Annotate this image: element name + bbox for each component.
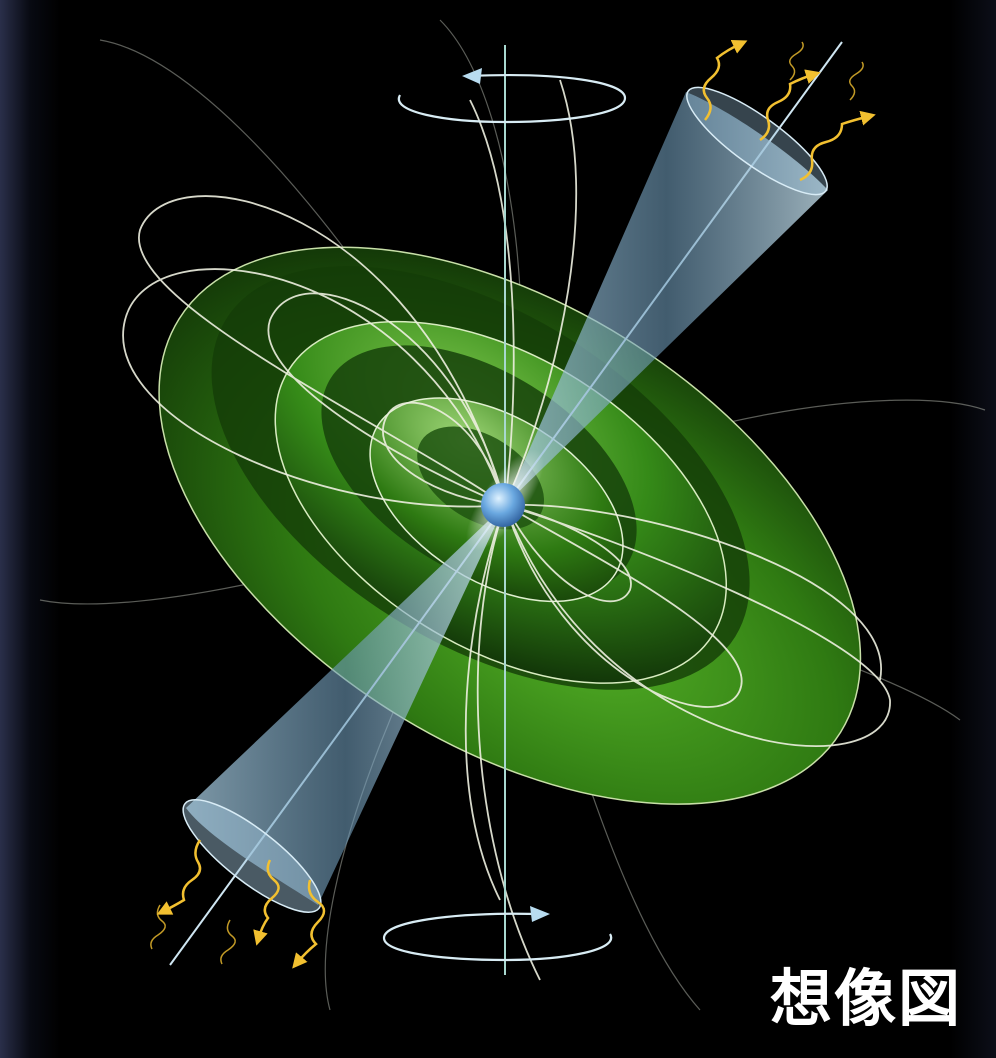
radiation-wave-icon: [789, 41, 804, 81]
field-lines: [122, 79, 891, 981]
rotation-arrow-right-icon: [382, 906, 613, 962]
radiation-upper: [702, 40, 876, 182]
radiation-wave-icon: [150, 904, 166, 950]
radiation-wave-icon: [156, 839, 202, 915]
radiation-wave-icon: [799, 110, 876, 182]
radiation-wave-icon: [849, 61, 864, 101]
rotation-arrow-left-icon: [397, 68, 627, 124]
radiation-wave-icon: [253, 859, 280, 946]
radiation-wave-icon: [702, 40, 748, 121]
caption-label: 想像図: [769, 962, 962, 1035]
radiation-wave-icon: [220, 919, 236, 965]
neutron-star: [481, 483, 525, 527]
lower-beam-cone: [182, 505, 505, 913]
radiation-lower: [150, 839, 326, 969]
radiation-wave-icon: [292, 879, 326, 969]
radiation-wave-icon: [759, 69, 821, 142]
upper-beam-cone: [505, 86, 828, 505]
